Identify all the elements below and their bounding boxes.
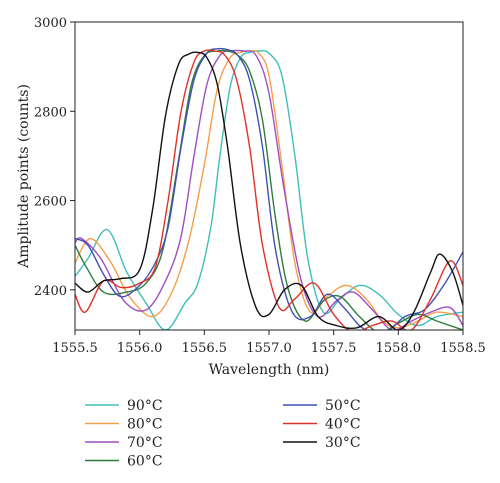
legend-label-7: 30°C	[325, 435, 361, 451]
series-line-7	[75, 51, 463, 330]
series-line-3	[75, 49, 463, 330]
y-tick-label: 2400	[34, 284, 67, 299]
x-tick-label: 1556.5	[182, 341, 228, 356]
series-layer	[75, 47, 463, 330]
legend-label-5: 50°C	[325, 398, 361, 414]
legend: 90°C 80°C 70°C 60°C 50°C 40°C 30°C	[85, 398, 361, 470]
y-tick-label: 2800	[34, 105, 67, 120]
series-line-4	[75, 49, 463, 330]
x-tick-label: 1557.5	[311, 341, 357, 356]
x-tick-label: 1558.0	[376, 341, 422, 356]
x-axis-title: Wavelength (nm)	[209, 362, 330, 378]
legend-label-6: 40°C	[325, 417, 361, 433]
x-tick-label: 1556.0	[117, 341, 163, 356]
y-tick-label: 3000	[34, 16, 67, 31]
x-axis: 1555.5 1556.0 1556.5 1557.0 1557.5 1558.0 1558…	[52, 330, 486, 356]
y-axis: 2400 2600 2800 3000	[34, 16, 75, 299]
legend-label-2: 80°C	[127, 417, 163, 433]
x-tick-label: 1555.5	[52, 341, 98, 356]
x-tick-label: 1557.0	[246, 341, 292, 356]
legend-label-4: 60°C	[127, 454, 163, 470]
legend-label-1: 90°C	[127, 398, 163, 414]
series-line-2	[75, 49, 463, 329]
y-tick-label: 2600	[34, 195, 67, 210]
legend-label-3: 70°C	[127, 435, 163, 451]
y-axis-title: Amplitude points (counts)	[16, 84, 32, 269]
x-tick-label: 1558.5	[440, 341, 486, 356]
